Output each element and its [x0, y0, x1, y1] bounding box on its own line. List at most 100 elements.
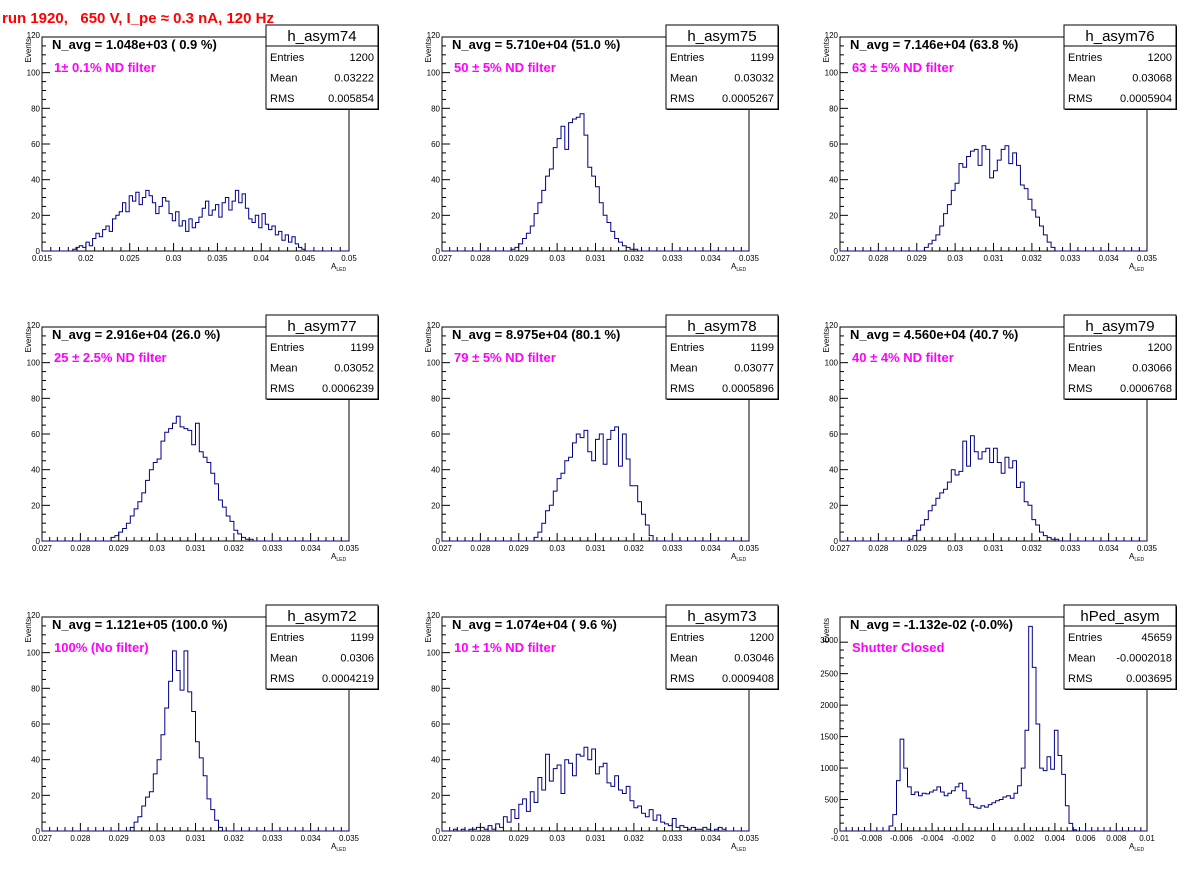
stats-key: Entries — [270, 632, 305, 644]
stats-title: h_asym75 — [687, 28, 756, 45]
y-tick-label: 0 — [36, 247, 41, 256]
panel-h_asym72: 0 20 40 60 80 100 120 0.027 0.028 0.029 0.03 0.031 0… — [24, 604, 379, 853]
x-axis-label: ALED — [1129, 552, 1144, 563]
y-tick-label: 2500 — [820, 670, 838, 679]
y-tick-label: 100 — [825, 69, 839, 78]
x-tick-label: 0.03 — [947, 544, 963, 553]
filter-label: Shutter Closed — [852, 640, 945, 655]
x-tick-label: 0.028 — [470, 544, 491, 553]
x-tick-label: 0.027 — [432, 254, 453, 263]
y-tick-label: 120 — [27, 321, 41, 330]
stats-key: RMS — [670, 383, 694, 395]
stats-box — [1063, 314, 1177, 400]
x-axis-label: ALED — [331, 842, 346, 853]
x-tick-label: 0.032 — [624, 544, 645, 553]
stats-title: h_asym78 — [687, 318, 756, 335]
x-tick-label: 0.027 — [432, 544, 453, 553]
histogram-h_asym72 — [42, 650, 349, 832]
x-tick-label: 0.032 — [224, 834, 245, 843]
stats-value: 45659 — [1141, 632, 1172, 644]
x-tick-label: 0.027 — [830, 544, 851, 553]
x-tick-label: 0.029 — [509, 544, 530, 553]
stats-value: 0.0006768 — [1120, 383, 1172, 395]
stats-box — [265, 24, 379, 110]
y-tick-label: 120 — [27, 31, 41, 40]
x-tick-label: 0.029 — [109, 544, 130, 553]
y-tick-label: 0 — [834, 537, 839, 546]
stats-key: Mean — [270, 73, 298, 85]
x-tick-label: 0.004 — [1045, 834, 1066, 843]
stats-key: Mean — [270, 653, 298, 665]
y-tick-label: 40 — [829, 466, 838, 475]
x-tick-label: 0.033 — [662, 254, 683, 263]
y-axis-label: Events — [424, 38, 433, 62]
y-tick-label: 60 — [829, 140, 838, 149]
x-tick-label: 0.034 — [1099, 544, 1120, 553]
stats-key: Entries — [1068, 52, 1103, 64]
stats-key: RMS — [1068, 93, 1092, 105]
stats-value: 0.0005904 — [1120, 93, 1172, 105]
stats-value: 1199 — [750, 52, 774, 64]
y-axis-label: Events — [24, 38, 33, 62]
navg-label: N_avg = 5.710e+04 (51.0 %) — [452, 37, 620, 52]
histogram-h_asym73 — [442, 746, 749, 832]
y-tick-label: 100 — [825, 359, 839, 368]
x-tick-label: 0.03 — [149, 834, 165, 843]
panel-h_asym75: 0 20 40 60 80 100 120 0.027 0.028 0.029 0.03 0.031 0… — [424, 24, 779, 273]
x-tick-label: 0.029 — [509, 834, 530, 843]
y-tick-label: 60 — [431, 720, 440, 729]
y-tick-label: 60 — [829, 430, 838, 439]
stats-key: Mean — [1068, 73, 1096, 85]
stats-key: Entries — [670, 52, 705, 64]
stats-value: 0.0005896 — [722, 383, 774, 395]
stats-key: Mean — [670, 73, 698, 85]
x-tick-label: 0.035 — [339, 834, 360, 843]
y-tick-label: 100 — [27, 649, 41, 658]
x-tick-label: 0 — [991, 834, 996, 843]
y-tick-label: 120 — [825, 321, 839, 330]
x-tick-label: 0.03 — [947, 254, 963, 263]
stats-value: 0.0009408 — [722, 673, 774, 685]
x-tick-label: -0.004 — [921, 834, 944, 843]
x-tick-label: 0.031 — [983, 254, 1004, 263]
x-tick-label: 0.035 — [207, 254, 228, 263]
filter-label: 79 ± 5% ND filter — [454, 350, 556, 365]
navg-label: N_avg = 2.916e+04 (26.0 %) — [52, 327, 220, 342]
y-tick-label: 500 — [825, 796, 839, 805]
panel-h_asym78: 0 20 40 60 80 100 120 0.027 0.028 0.029 0.03 0.031 0… — [424, 314, 779, 563]
x-tick-label: 0.027 — [32, 834, 53, 843]
stats-value: 0.0006239 — [322, 383, 374, 395]
stats-key: RMS — [1068, 673, 1092, 685]
stats-value: 1199 — [750, 342, 774, 354]
y-tick-label: 80 — [31, 104, 40, 113]
y-tick-label: 0 — [436, 247, 441, 256]
y-tick-label: 0 — [36, 827, 41, 836]
stats-value: 0.03068 — [1132, 73, 1172, 85]
x-tick-label: 0.033 — [662, 834, 683, 843]
filter-label: 100% (No filter) — [54, 640, 149, 655]
stats-key: Entries — [670, 342, 705, 354]
stats-key: RMS — [270, 383, 294, 395]
stats-value: -0.0002018 — [1116, 653, 1172, 665]
stats-key: Mean — [270, 363, 298, 375]
y-tick-label: 40 — [431, 466, 440, 475]
y-tick-label: 20 — [31, 501, 40, 510]
stats-value: 0.0306 — [340, 653, 374, 665]
y-axis-label: Events — [822, 38, 831, 62]
navg-label: N_avg = 1.048e+03 ( 0.9 %) — [52, 37, 217, 52]
x-tick-label: 0.03 — [549, 544, 565, 553]
filter-label: 40 ± 4% ND filter — [852, 350, 954, 365]
y-tick-label: 80 — [829, 394, 838, 403]
navg-label: N_avg = -1.132e-02 (-0.0%) — [850, 617, 1013, 632]
x-tick-label: 0.031 — [185, 544, 206, 553]
x-axis-label: ALED — [1129, 842, 1144, 853]
stats-value: 1200 — [350, 52, 374, 64]
x-tick-label: -0.002 — [951, 834, 974, 843]
x-tick-label: 0.02 — [78, 254, 94, 263]
y-tick-label: 0 — [436, 827, 441, 836]
y-tick-label: 120 — [427, 321, 441, 330]
y-tick-label: 1500 — [820, 733, 838, 742]
histogram-h_asym78 — [442, 426, 749, 542]
x-axis-label: ALED — [731, 262, 746, 273]
x-tick-label: 0.029 — [907, 254, 928, 263]
